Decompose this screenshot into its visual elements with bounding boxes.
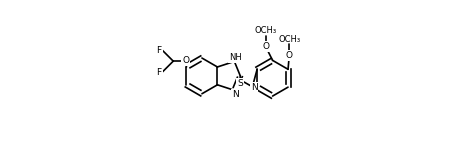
Text: OCH₃: OCH₃ <box>278 35 301 44</box>
Text: N: N <box>232 90 239 99</box>
Text: F: F <box>157 67 162 76</box>
Text: S: S <box>237 79 243 88</box>
Text: F: F <box>157 46 162 55</box>
Text: OCH₃: OCH₃ <box>254 26 277 35</box>
Text: O: O <box>182 56 189 65</box>
Text: O: O <box>286 51 293 60</box>
Text: NH: NH <box>229 53 241 62</box>
Text: N: N <box>251 83 257 92</box>
Text: O: O <box>262 42 269 51</box>
